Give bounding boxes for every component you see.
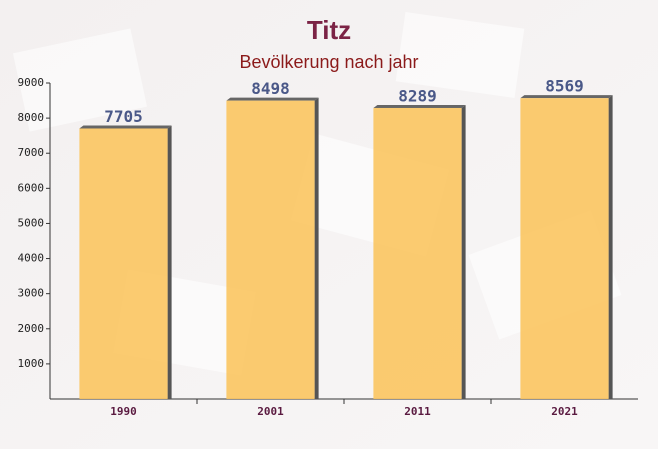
y-tick-label: 1000: [18, 357, 45, 370]
y-tick-label: 9000: [18, 76, 45, 89]
bar-shadow: [520, 95, 613, 99]
x-tick-label: 2021: [551, 405, 578, 418]
value-label: 8569: [545, 77, 584, 96]
y-tick-label: 4000: [18, 252, 45, 265]
bar: [226, 100, 315, 399]
x-tick-label: 2011: [404, 405, 431, 418]
bar-shadow: [461, 104, 466, 400]
x-tick-label: 2001: [257, 405, 284, 418]
chart-subtitle: Bevölkerung nach jahr: [239, 52, 418, 72]
bar-shadow: [226, 97, 319, 101]
bar-shadow: [167, 125, 172, 400]
bar: [373, 107, 462, 400]
value-label: 7705: [104, 107, 143, 126]
bar-shadow: [79, 125, 172, 129]
chart-title: Titz: [307, 15, 351, 45]
bar-shadow: [373, 104, 466, 108]
y-tick-label: 2000: [18, 322, 45, 335]
bar-shadow: [608, 95, 613, 400]
value-label: 8498: [251, 79, 290, 98]
bar: [79, 128, 168, 400]
y-tick-label: 7000: [18, 146, 45, 159]
bar-shadow: [314, 97, 319, 399]
y-tick-label: 5000: [18, 216, 45, 229]
y-tick-label: 8000: [18, 111, 45, 124]
y-tick-label: 6000: [18, 181, 45, 194]
y-tick-label: 3000: [18, 287, 45, 300]
value-label: 8289: [398, 86, 437, 105]
x-tick-label: 1990: [110, 405, 137, 418]
bar: [520, 98, 609, 400]
